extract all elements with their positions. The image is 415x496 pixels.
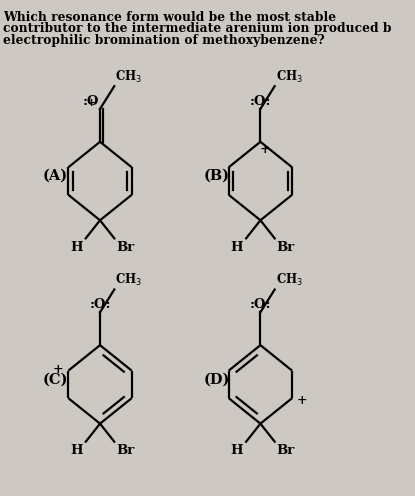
Text: +: + — [87, 98, 96, 109]
Text: :O: :O — [83, 95, 99, 108]
Text: CH$_3$: CH$_3$ — [115, 69, 142, 85]
Text: :O:: :O: — [89, 298, 111, 311]
Text: (D): (D) — [203, 372, 230, 386]
Text: +: + — [259, 143, 270, 156]
Text: H: H — [70, 444, 83, 457]
Text: (A): (A) — [43, 169, 68, 183]
Text: CH$_3$: CH$_3$ — [276, 272, 303, 289]
Text: contributor to the intermediate arenium ion produced b: contributor to the intermediate arenium … — [3, 22, 392, 35]
Text: :O:: :O: — [250, 298, 271, 311]
Text: Br: Br — [276, 241, 295, 254]
Text: +: + — [53, 363, 63, 375]
Text: CH$_3$: CH$_3$ — [276, 69, 303, 85]
Text: CH$_3$: CH$_3$ — [115, 272, 142, 289]
Text: (B): (B) — [203, 169, 229, 183]
Text: Br: Br — [116, 241, 134, 254]
Text: H: H — [70, 241, 83, 254]
Text: (C): (C) — [43, 372, 68, 386]
Text: H: H — [231, 241, 243, 254]
Text: :O:: :O: — [250, 95, 271, 108]
Text: Which resonance form would be the most stable: Which resonance form would be the most s… — [3, 11, 337, 24]
Text: H: H — [231, 444, 243, 457]
Text: Br: Br — [116, 444, 134, 457]
Text: Br: Br — [276, 444, 295, 457]
Text: electrophilic bromination of methoxybenzene?: electrophilic bromination of methoxybenz… — [3, 34, 325, 47]
Text: +: + — [297, 394, 308, 407]
